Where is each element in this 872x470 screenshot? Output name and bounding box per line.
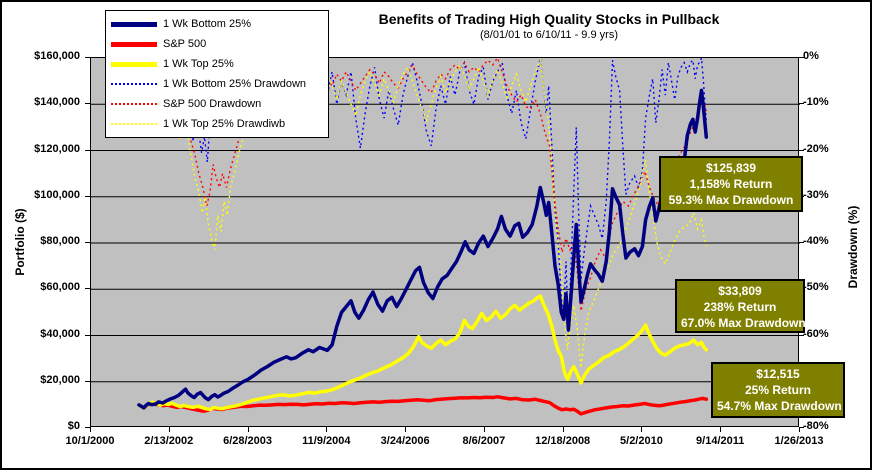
right-axis-tick-label: -30%	[803, 188, 829, 201]
x-axis-tick-label: 1/26/2013	[774, 435, 824, 447]
axis-tick	[85, 195, 90, 197]
axis-tick	[799, 149, 804, 151]
legend-label: 1 Wk Bottom 25%	[163, 18, 252, 30]
series-svg	[91, 58, 800, 416]
left-axis-tick-label: $140,000	[34, 96, 80, 109]
annotation-return: 238% Return	[703, 300, 777, 314]
axis-tick	[483, 427, 485, 432]
x-axis-tick-label: 11/9/2004	[302, 435, 351, 447]
right-axis-tick-label: -80%	[803, 420, 829, 432]
axis-tick	[85, 242, 90, 243]
x-axis-tick-label: 3/24/2006	[380, 435, 430, 447]
annotation-top25-result: $33,809 238% Return 67.0% Max Drawdown	[675, 279, 806, 333]
right-axis-tick-label: -50%	[803, 281, 829, 294]
s-p-500-legend-marker-icon	[111, 41, 157, 47]
annotation-return: 25% Return	[744, 383, 812, 397]
1-wk-bottom-25-drawdown-legend-marker-icon	[111, 83, 157, 85]
legend-item-1-wk-bottom-25-drawdown: 1 Wk Bottom 25% Drawdown	[111, 74, 323, 94]
1-wk-bottom-25-legend-marker-icon	[111, 21, 157, 27]
axis-tick	[641, 427, 643, 432]
s-p-500-drawdown-legend-marker-icon	[111, 103, 157, 105]
axis-tick	[326, 427, 328, 432]
left-axis-tick-label: $0	[67, 420, 80, 432]
axis-tick	[405, 427, 407, 432]
title-block: Benefits of Trading High Quality Stocks …	[324, 11, 774, 41]
left-axis-labels: $160,000 $140,000 $120,000 $100,000 $80,000 $…	[2, 50, 84, 432]
legend-item-1-wk-top-25: 1 Wk Top 25%	[111, 54, 323, 74]
axis-tick	[799, 427, 800, 432]
chart-subtitle: (8/01/01 to 6/10/11 - 9.9 yrs)	[480, 29, 618, 41]
axis-tick	[90, 427, 91, 432]
1-wk-bottom-25-line	[137, 88, 709, 410]
annotation-return: 1,158% Return	[689, 177, 773, 191]
annotation-sp500-result: $12,515 25% Return 54.7% Max Drawdown	[711, 362, 845, 418]
legend: 1 Wk Bottom 25% S&P 500 1 Wk Top 25% 1 Wk B…	[105, 10, 329, 138]
axis-tick	[720, 427, 722, 432]
legend-label: 1 Wk Top 25% Drawdiwb	[163, 118, 286, 130]
annotation-drawdown: 54.7% Max Drawdown	[717, 399, 842, 413]
plot-area: $125,839 1,158% Return 59.3% Max Drawdow…	[90, 57, 845, 427]
axis-tick	[85, 380, 90, 382]
right-axis-tick-label: -20%	[803, 142, 829, 155]
legend-item-1-wk-bottom-25: 1 Wk Bottom 25%	[111, 14, 323, 34]
axis-tick	[799, 103, 804, 105]
x-axis-tick-label: 10/1/2000	[65, 435, 115, 447]
legend-label: 1 Wk Bottom 25% Drawdown	[163, 78, 307, 90]
annotation-drawdown: 59.3% Max Drawdown	[668, 193, 794, 207]
x-axis-labels: 10/1/2000 2/13/2002 6/28/2003 11/9/2004 3/24…	[2, 435, 870, 453]
s-p-500-line	[137, 395, 709, 416]
right-axis-tick-label: -60%	[803, 327, 829, 340]
1-wk-top-25-line	[137, 294, 709, 412]
1-wk-top-25-legend-marker-icon	[111, 61, 157, 67]
x-axis-tick-label: 2/13/2002	[144, 435, 194, 447]
axis-tick	[85, 149, 90, 151]
x-axis-tick-label: 6/28/2003	[223, 435, 273, 447]
left-axis-tick-label: $60,000	[40, 281, 80, 294]
x-axis-tick-label: 12/18/2008	[535, 435, 591, 447]
chart-title: Benefits of Trading High Quality Stocks …	[378, 11, 720, 27]
legend-item-1-wk-top-25-drawdiwb: 1 Wk Top 25% Drawdiwb	[111, 114, 323, 134]
left-axis-tick-label: $160,000	[34, 50, 80, 62]
legend-label: 1 Wk Top 25%	[163, 58, 234, 70]
annotation-value: $12,515	[756, 367, 800, 381]
legend-label: S&P 500 Drawdown	[163, 98, 262, 110]
axis-tick	[85, 334, 90, 336]
x-axis-tick-label: 5/2/2010	[620, 435, 663, 447]
annotation-bottom25-result: $125,839 1,158% Return 59.3% Max Drawdow…	[659, 156, 803, 212]
axis-tick	[85, 427, 90, 428]
1-wk-top-25-drawdiwb-legend-marker-icon	[111, 123, 157, 125]
right-axis-tick-label: -40%	[803, 235, 829, 247]
axis-tick	[85, 57, 90, 58]
axis-tick	[247, 427, 249, 432]
axis-tick	[168, 427, 170, 432]
right-axis-tick-label: 0%	[803, 50, 819, 62]
left-axis-tick-label: $120,000	[34, 142, 80, 155]
1-wk-top-25-drawdiwb-line	[138, 58, 707, 368]
axis-tick	[85, 103, 90, 105]
annotation-value: $33,809	[718, 284, 762, 298]
axis-tick	[799, 427, 804, 428]
left-axis-tick-label: $40,000	[40, 327, 80, 340]
left-axis-tick-label: $80,000	[40, 235, 80, 247]
x-axis-tick-label: 9/14/2011	[696, 435, 745, 447]
right-axis-tick-label: -10%	[803, 96, 829, 109]
annotation-value: $125,839	[705, 161, 757, 175]
axis-tick	[799, 242, 804, 243]
left-axis-tick-label: $20,000	[40, 373, 80, 386]
axis-tick	[799, 57, 804, 58]
x-axis-tick-label: 8/6/2007	[462, 435, 506, 447]
axis-tick	[562, 427, 564, 432]
legend-item-s-p-500-drawdown: S&P 500 Drawdown	[111, 94, 323, 114]
legend-item-s-p-500: S&P 500	[111, 34, 323, 54]
annotation-drawdown: 67.0% Max Drawdown	[681, 316, 806, 330]
axis-tick	[799, 334, 804, 336]
left-axis-tick-label: $100,000	[34, 188, 80, 201]
legend-label: S&P 500	[163, 38, 207, 50]
axis-tick	[85, 288, 90, 290]
